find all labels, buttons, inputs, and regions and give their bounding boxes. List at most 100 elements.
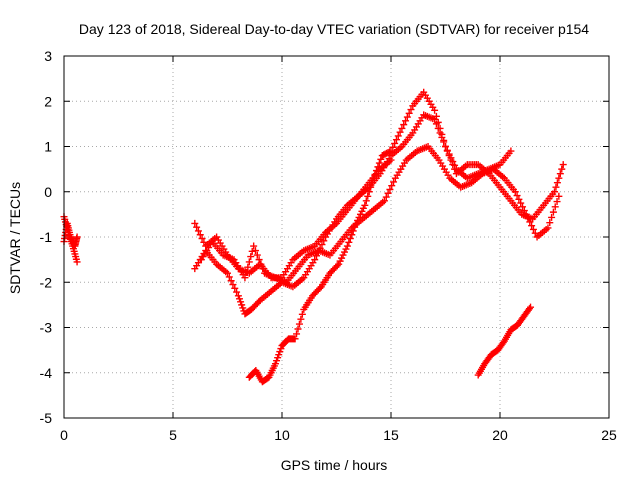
data-point: [445, 152, 453, 160]
y-tick-label: -4: [40, 365, 53, 381]
data-point: [368, 179, 376, 187]
data-point: [546, 219, 554, 227]
x-tick-label: 25: [601, 427, 617, 443]
data-point: [320, 237, 328, 245]
data-point: [507, 147, 515, 155]
x-tick-label: 15: [383, 427, 399, 443]
data-point: [519, 203, 527, 211]
data-point: [382, 193, 390, 201]
data-point: [348, 231, 356, 239]
data-point: [434, 118, 442, 126]
data-point: [248, 247, 256, 255]
data-point: [257, 260, 265, 268]
data-points: [60, 88, 567, 386]
data-point: [392, 136, 400, 144]
data-point: [370, 174, 378, 182]
data-point: [224, 269, 231, 277]
data-point: [387, 147, 395, 155]
y-tick-label: 1: [44, 139, 52, 155]
data-point: [515, 195, 523, 203]
data-point: [549, 208, 557, 216]
data-point: [520, 207, 528, 215]
series-arc-6: [474, 303, 535, 379]
data-point: [400, 121, 408, 129]
data-point: [231, 284, 239, 292]
data-point: [552, 183, 560, 191]
data-point: [440, 136, 448, 144]
data-point: [551, 188, 558, 196]
data-point: [436, 124, 444, 132]
data-point: [388, 182, 396, 190]
data-point: [295, 320, 303, 328]
data-point: [251, 247, 259, 255]
y-tick-labels: -5 -4 -3 -2 -1 0 1 2 3: [40, 48, 53, 426]
y-tick-label: -5: [40, 410, 53, 426]
y-tick-label: 2: [44, 93, 52, 109]
data-point: [225, 273, 233, 281]
grid-lines: [64, 56, 609, 418]
data-point: [372, 167, 380, 175]
data-point: [365, 188, 373, 196]
data-point: [548, 213, 556, 221]
x-axis-label: GPS time / hours: [281, 457, 388, 473]
y-tick-label: -2: [40, 274, 53, 290]
data-point: [193, 223, 201, 231]
x-tick-label: 5: [169, 427, 177, 443]
data-point: [250, 242, 258, 250]
data-point: [449, 161, 457, 169]
data-point: [244, 263, 252, 271]
data-point: [377, 155, 385, 163]
data-point: [241, 274, 249, 282]
data-point: [559, 161, 567, 169]
data-point: [438, 130, 446, 138]
y-tick-label: -1: [40, 229, 53, 245]
data-point: [544, 224, 552, 232]
data-point: [351, 223, 359, 231]
series-arc-4: [197, 143, 563, 286]
y-tick-label: 3: [44, 48, 52, 64]
data-point: [551, 203, 559, 211]
data-point: [531, 229, 539, 237]
data-point: [394, 132, 402, 140]
data-point: [349, 227, 357, 235]
data-point: [442, 143, 449, 150]
data-point: [318, 241, 326, 249]
data-point: [391, 139, 399, 147]
data-point: [196, 231, 204, 239]
data-point: [396, 128, 404, 136]
data-point: [527, 303, 535, 311]
data-point: [362, 197, 370, 205]
data-point: [380, 197, 388, 205]
data-point: [73, 258, 81, 266]
data-point: [528, 222, 536, 230]
data-point: [298, 310, 306, 318]
data-point: [371, 170, 379, 178]
data-point: [513, 192, 521, 200]
data-point: [558, 165, 566, 173]
data-point: [346, 235, 354, 243]
data-point: [73, 233, 81, 241]
data-point: [198, 235, 206, 243]
x-tick-label: 10: [274, 427, 290, 443]
series-arc-5: [245, 88, 567, 386]
data-point: [511, 188, 519, 196]
data-point: [525, 305, 533, 313]
data-point: [291, 335, 299, 343]
chart-title: Day 123 of 2018, Sidereal Day-to-day VTE…: [79, 21, 589, 37]
data-point: [361, 201, 369, 209]
data-point: [242, 268, 250, 276]
data-point: [447, 156, 455, 164]
data-point: [297, 315, 305, 323]
data-point: [200, 238, 208, 246]
data-point: [233, 288, 241, 296]
data-point: [403, 113, 411, 121]
data-point: [345, 238, 353, 246]
data-point: [389, 143, 397, 151]
x-tick-label: 20: [492, 427, 508, 443]
y-axis-label: SDTVAR / TECUs: [7, 182, 23, 294]
data-point: [375, 159, 383, 167]
data-point: [390, 178, 398, 186]
x-tick-label: 0: [60, 427, 68, 443]
data-point: [333, 262, 341, 270]
